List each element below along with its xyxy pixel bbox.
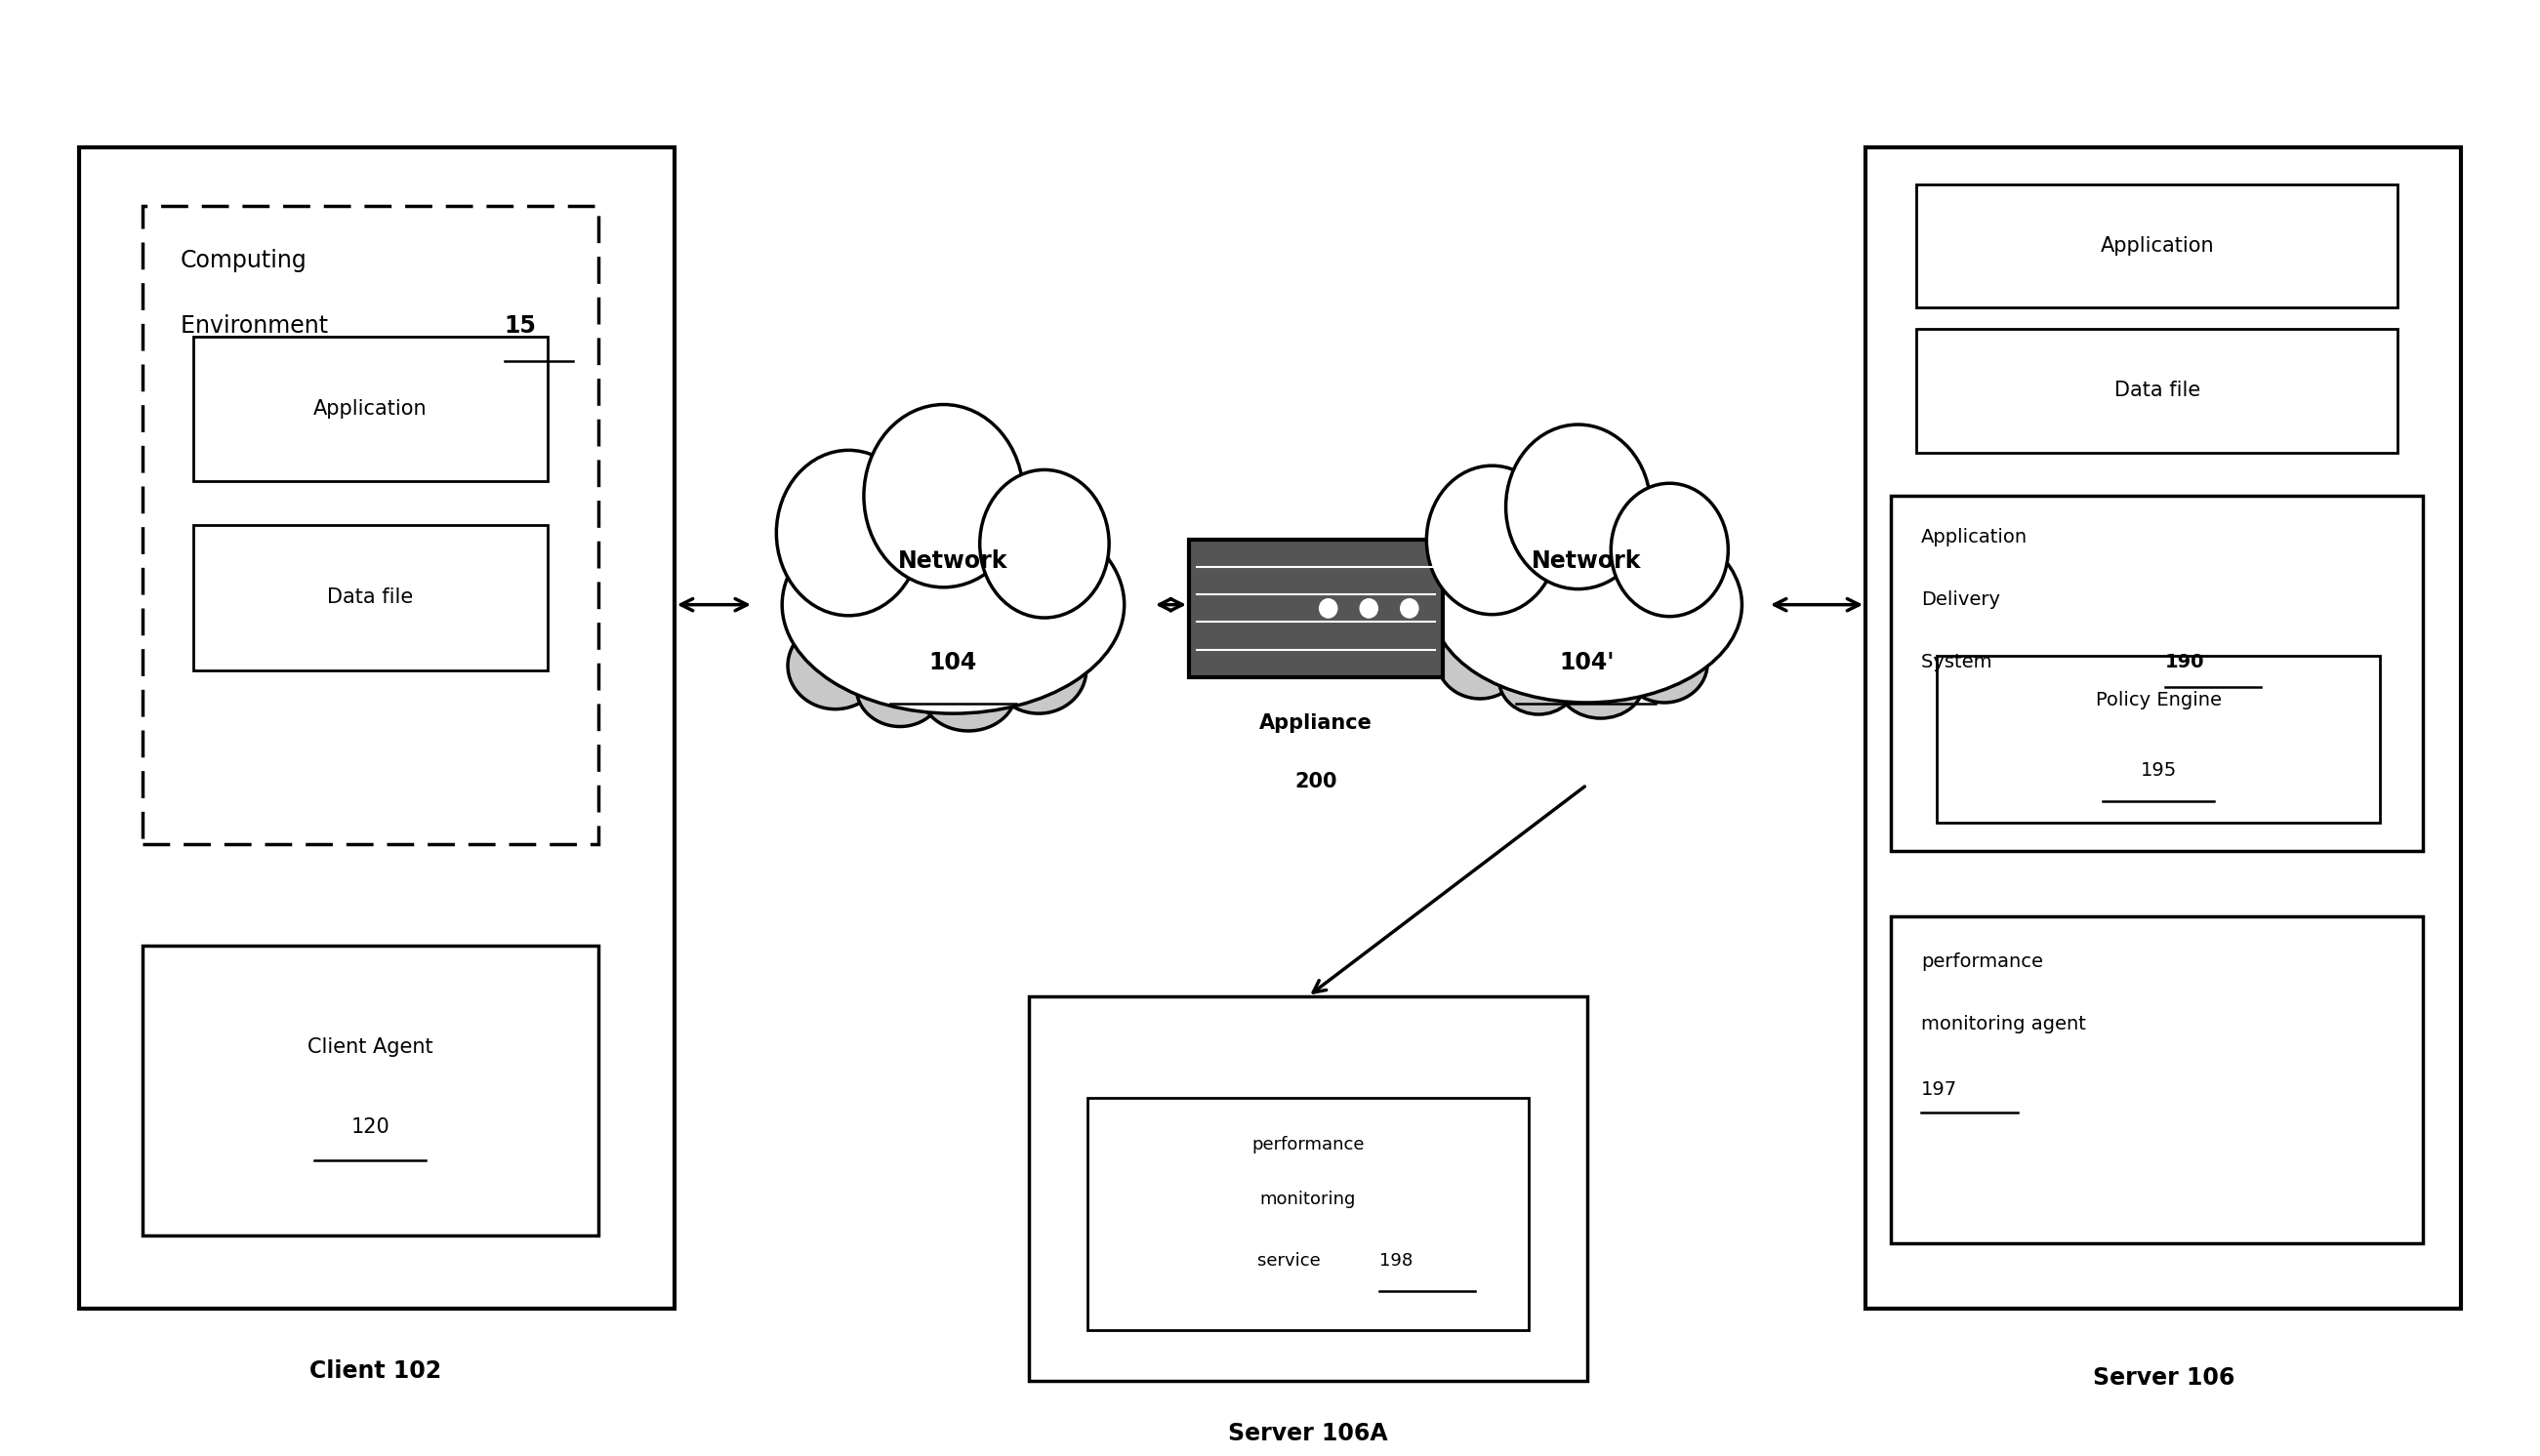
Text: Server 106A: Server 106A [1229, 1421, 1387, 1444]
Ellipse shape [1400, 598, 1417, 617]
FancyBboxPatch shape [1890, 496, 2423, 852]
Ellipse shape [1438, 620, 1524, 699]
Ellipse shape [856, 648, 945, 727]
FancyBboxPatch shape [1890, 917, 2423, 1243]
Ellipse shape [1610, 483, 1727, 616]
Text: Environment: Environment [180, 314, 335, 338]
Text: 195: 195 [2141, 761, 2177, 780]
Text: performance: performance [1920, 952, 2042, 971]
Text: Application: Application [1920, 529, 2027, 546]
Text: 200: 200 [1295, 772, 1336, 791]
Text: 104: 104 [930, 651, 978, 674]
Ellipse shape [980, 470, 1110, 617]
Ellipse shape [922, 652, 1016, 731]
Text: Server 106: Server 106 [2093, 1366, 2235, 1389]
Text: monitoring agent: monitoring agent [1920, 1015, 2085, 1034]
Text: Client 102: Client 102 [310, 1358, 442, 1382]
Text: Data file: Data file [2113, 381, 2200, 400]
Text: 120: 120 [351, 1117, 389, 1137]
Text: Data file: Data file [328, 588, 414, 607]
Ellipse shape [782, 496, 1125, 713]
Ellipse shape [991, 626, 1087, 713]
Text: System: System [1920, 652, 1999, 671]
Text: monitoring: monitoring [1260, 1191, 1356, 1208]
FancyBboxPatch shape [193, 336, 549, 482]
Ellipse shape [1427, 466, 1557, 614]
Text: Application: Application [2101, 236, 2215, 255]
Text: 104': 104' [1560, 651, 1615, 674]
Text: 197: 197 [1920, 1080, 1958, 1099]
FancyBboxPatch shape [1935, 655, 2380, 823]
Text: service: service [1257, 1252, 1326, 1270]
Ellipse shape [777, 450, 922, 616]
Text: Application: Application [312, 399, 427, 419]
FancyBboxPatch shape [1087, 1098, 1529, 1329]
Text: Appliance: Appliance [1260, 713, 1372, 732]
FancyBboxPatch shape [1029, 996, 1588, 1380]
Ellipse shape [1557, 648, 1643, 718]
FancyBboxPatch shape [1915, 183, 2398, 307]
Text: 198: 198 [1379, 1252, 1412, 1270]
Text: performance: performance [1252, 1136, 1364, 1153]
Ellipse shape [1506, 425, 1651, 590]
Text: 190: 190 [2164, 652, 2205, 671]
FancyBboxPatch shape [1864, 147, 2461, 1309]
Ellipse shape [787, 622, 884, 709]
Ellipse shape [1318, 598, 1336, 617]
Text: Delivery: Delivery [1920, 590, 2002, 609]
Text: 15: 15 [505, 314, 536, 338]
Ellipse shape [1621, 625, 1707, 703]
Text: Computing: Computing [180, 249, 307, 272]
Ellipse shape [1499, 644, 1577, 715]
Ellipse shape [1433, 507, 1742, 703]
FancyBboxPatch shape [79, 147, 676, 1309]
Text: Network: Network [1532, 549, 1641, 572]
Text: Network: Network [899, 549, 1008, 572]
FancyBboxPatch shape [142, 945, 599, 1236]
FancyBboxPatch shape [1189, 539, 1443, 677]
Text: Client Agent: Client Agent [307, 1037, 432, 1057]
Text: Policy Engine: Policy Engine [2096, 690, 2222, 709]
FancyBboxPatch shape [142, 205, 599, 844]
Ellipse shape [1359, 598, 1377, 617]
FancyBboxPatch shape [1915, 329, 2398, 453]
FancyBboxPatch shape [193, 526, 549, 670]
Ellipse shape [864, 405, 1024, 587]
